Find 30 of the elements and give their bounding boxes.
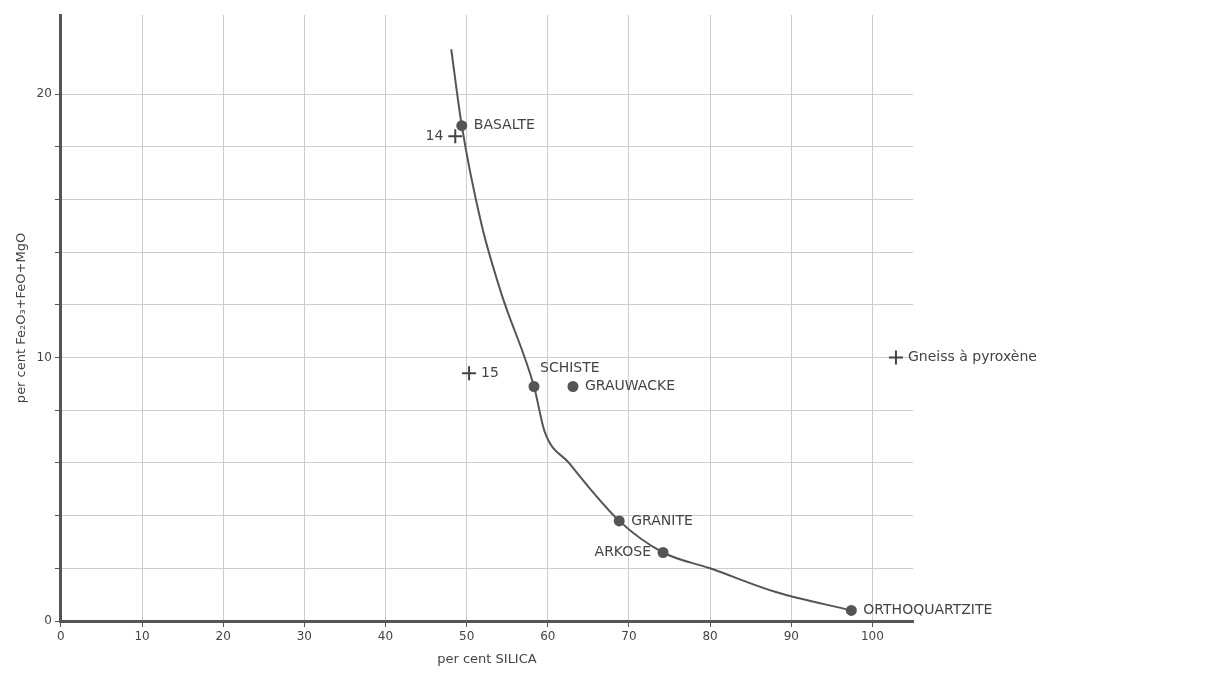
point [461, 365, 478, 382]
annotation: ORTHOQUARTZITE [863, 601, 993, 618]
annotation: GRANITE [631, 511, 693, 528]
y-axis-title: per cent Fe₂O₃+FeO+MgO [13, 232, 29, 404]
x-tick-label: 80 [702, 629, 718, 644]
point [567, 381, 579, 392]
point [447, 128, 464, 145]
point [887, 349, 904, 366]
x-tick-label: 60 [540, 629, 556, 644]
x-tick-label: 90 [783, 629, 799, 644]
annotation: 14 [425, 126, 444, 143]
annotation: 15 [481, 363, 499, 380]
x-tick-label: 100 [860, 629, 884, 644]
x-tick-label: 70 [621, 629, 637, 644]
x-tick-label: 0 [57, 629, 65, 644]
y-tick-label: 20 [36, 86, 52, 101]
x-tick-label: 40 [377, 629, 394, 644]
y-tick-label: 10 [36, 349, 52, 364]
annotation: SCHISTE [540, 359, 600, 376]
annotation: Gneiss à pyroxène [907, 348, 1037, 365]
annotation: BASALTE [473, 116, 535, 133]
annotation: ARKOSE [594, 543, 652, 560]
x-tick-label: 50 [459, 629, 475, 644]
x-tick-label: 30 [296, 629, 312, 644]
x-tick-label: 20 [215, 629, 231, 644]
x-tick-label: 10 [134, 629, 150, 644]
point [845, 604, 857, 616]
y-tick-label: 0 [44, 613, 52, 628]
x-axis-title: per cent SILICA [437, 650, 537, 666]
annotation: GRAUWACKE [584, 377, 676, 394]
